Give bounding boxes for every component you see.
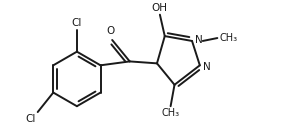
Text: N: N: [195, 35, 203, 45]
Text: N: N: [203, 62, 211, 72]
Text: Cl: Cl: [72, 18, 82, 28]
Text: CH₃: CH₃: [219, 33, 238, 43]
Text: Cl: Cl: [25, 114, 36, 124]
Text: CH₃: CH₃: [161, 108, 180, 118]
Text: O: O: [106, 26, 114, 36]
Text: OH: OH: [151, 3, 167, 13]
